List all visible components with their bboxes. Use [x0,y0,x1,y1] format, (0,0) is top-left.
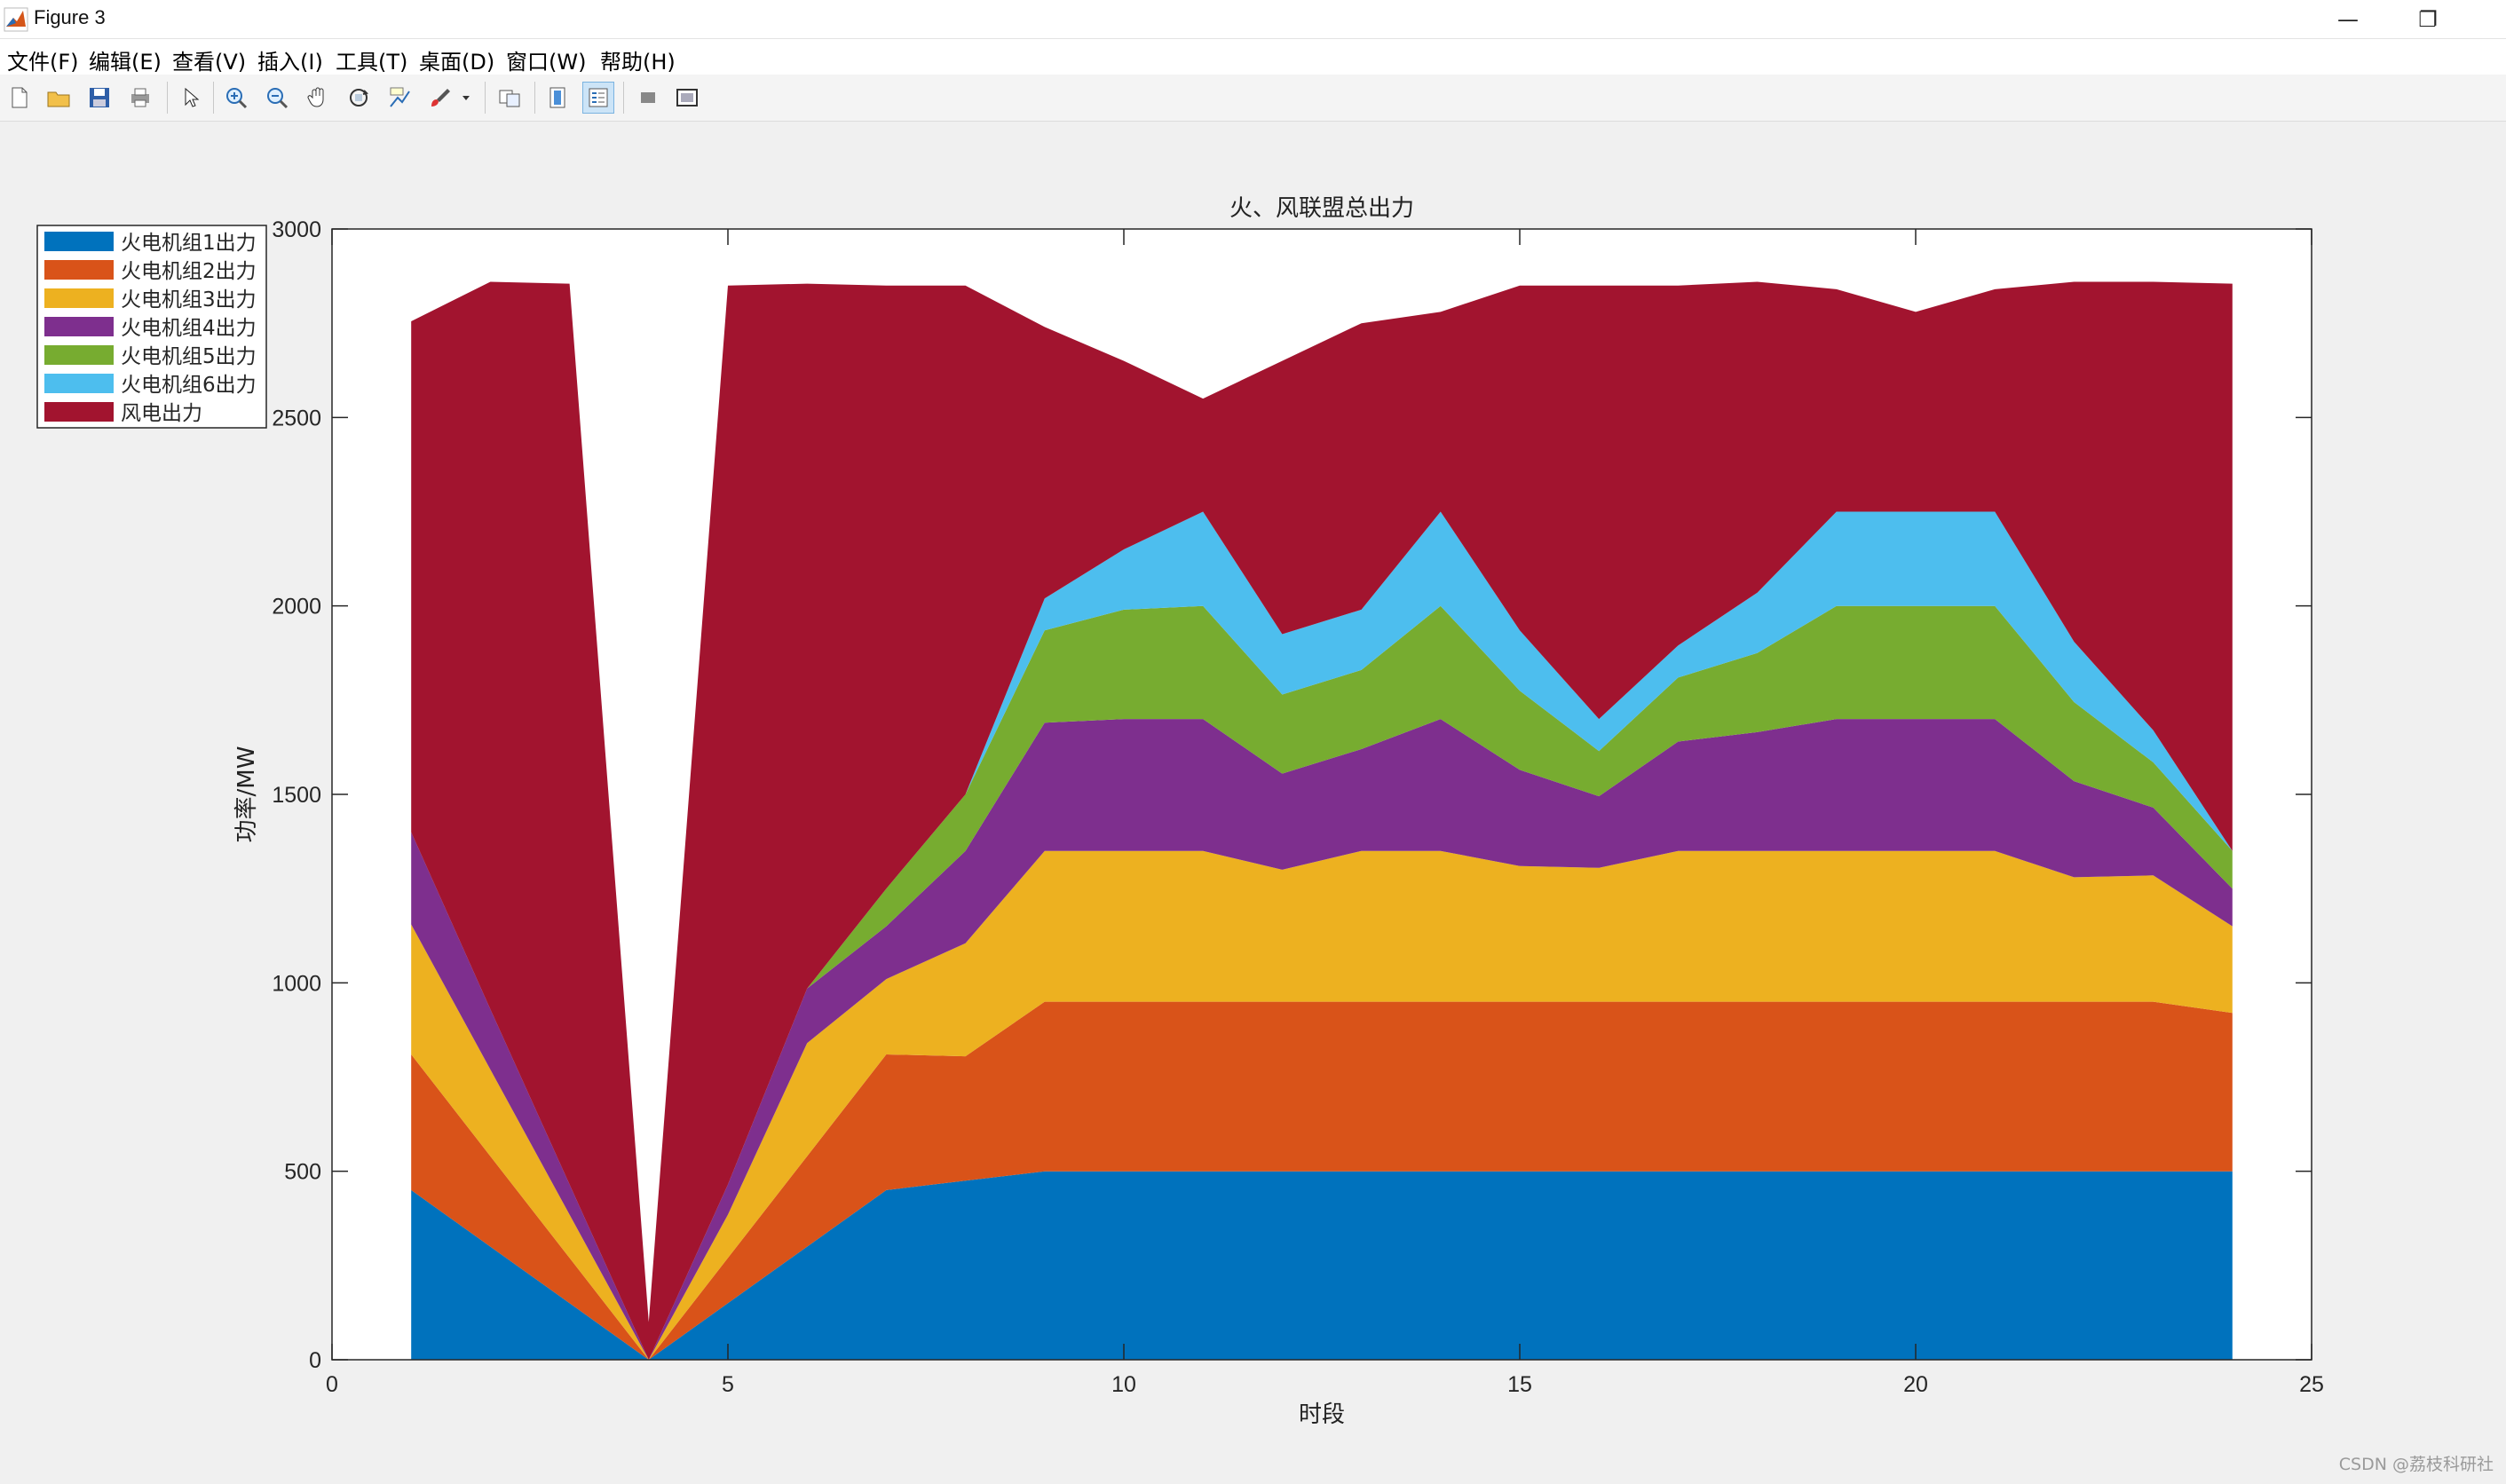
menu-edit[interactable]: 编辑(E) [89,50,162,75]
open-file-button[interactable] [43,82,75,114]
menu-help[interactable]: 帮助(H) [600,50,676,75]
hide-plot-tools-icon [641,92,655,103]
restore-button[interactable]: ❐ [2388,0,2468,38]
y-tick-label: 1000 [272,971,321,996]
rotate-3d-button[interactable] [343,82,375,114]
area-series-3 [411,850,2233,1360]
x-tick-label: 10 [1111,1372,1136,1397]
window-titlebar: Figure 3 — ❐ [0,0,2506,39]
watermark: CSDN @荔枝科研社 [2338,1455,2494,1474]
print-icon [131,88,149,107]
hide-plot-tools-button[interactable] [632,82,664,114]
legend-swatch-5 [44,345,114,365]
data-cursor-icon [390,87,410,107]
figure-toolbar [0,75,2506,122]
new-figure-button[interactable] [4,82,36,114]
show-plot-tools-icon [676,89,698,107]
area-series-1 [411,1171,2233,1360]
legend-swatch-6 [44,374,114,393]
area-layers [411,281,2233,1360]
open-file-icon [47,91,70,107]
brush-dropdown-icon [462,96,470,100]
zoom-out-button[interactable] [261,82,293,114]
y-tick-label: 2000 [272,595,321,620]
area-series-4 [411,719,2233,1360]
new-figure-icon [12,87,28,108]
menu-view[interactable]: 查看(V) [172,50,247,75]
legend-swatch-2 [44,260,114,280]
pointer-icon [185,87,200,107]
colorbar-button[interactable] [542,82,573,114]
show-plot-tools-button[interactable] [671,82,703,114]
legend-label-4: 火电机组4出力 [121,317,257,340]
legend-label-3: 火电机组3出力 [121,288,257,312]
pointer-button[interactable] [174,82,206,114]
legend-label-5: 火电机组5出力 [121,345,257,368]
chart-title: 火、风联盟总出力 [1229,195,1414,222]
zoom-in-icon [226,88,248,109]
area-series-7 [411,281,2233,1360]
y-tick-label: 2500 [272,406,321,430]
x-tick-label: 25 [2299,1372,2324,1397]
area-series-5 [411,605,2233,1360]
minimize-button[interactable]: — [2308,0,2388,38]
legend-label-1: 火电机组1出力 [121,232,257,255]
restore-icon: ❐ [2418,6,2438,32]
y-axis: 0 500 1000 1500 2000 2500 3000 [272,217,2312,1373]
matlab-logo-icon [4,7,28,32]
legend-button[interactable] [582,82,614,114]
legend-label-2: 火电机组2出力 [121,260,257,283]
legend-swatch-4 [44,317,114,336]
legend-swatch-1 [44,232,114,251]
y-axis-label: 功率/MW [233,746,260,843]
window-title: Figure 3 [34,6,106,28]
legend-swatch-3 [44,288,114,308]
link-plot-button[interactable] [494,82,526,114]
save-button[interactable] [83,82,115,114]
y-tick-label: 3000 [272,217,321,242]
pan-button[interactable] [302,82,334,114]
y-tick-label: 1500 [272,783,321,808]
menu-file[interactable]: 文件(F) [7,50,79,75]
brush-icon [431,89,450,107]
rotate-3d-icon [350,89,368,107]
area-series-2 [411,1001,2233,1360]
x-axis: 0 5 10 15 20 25 [326,229,2324,1397]
x-tick-label: 0 [326,1372,338,1397]
brush-dropdown-button[interactable] [458,82,474,114]
x-axis-label: 时段 [1299,1401,1345,1428]
y-tick-label: 0 [309,1348,321,1373]
link-plot-icon [499,90,520,107]
data-cursor-button[interactable] [383,82,415,114]
menu-desktop[interactable]: 桌面(D) [419,50,495,75]
legend-label-7: 风电出力 [121,402,202,425]
y-tick-label: 500 [284,1160,321,1185]
minimize-icon: — [2337,6,2359,32]
figure-canvas: 0 5 10 15 20 25 0 500 1000 1500 2000 2500 3000 火、风联… [36,195,2324,1428]
print-button[interactable] [124,82,156,114]
area-series-6 [411,511,2233,1360]
menu-insert[interactable]: 插入(I) [257,50,323,75]
menu-tools[interactable]: 工具(T) [336,50,408,75]
colorbar-icon [549,87,565,108]
zoom-out-icon [267,88,289,109]
pan-icon [307,87,324,107]
brush-button[interactable] [424,82,456,114]
legend-icon [589,88,608,107]
x-tick-label: 5 [722,1372,734,1397]
zoom-in-button[interactable] [220,82,252,114]
menu-bar: 文件(F) 编辑(E) 查看(V) 插入(I) 工具(T) 桌面(D) 窗口(W… [0,39,2506,75]
legend[interactable]: 火电机组1出力火电机组2出力火电机组3出力火电机组4出力火电机组5出力火电机组6… [36,225,267,429]
legend-label-6: 火电机组6出力 [121,374,257,397]
save-icon [90,88,109,107]
x-tick-label: 15 [1507,1372,1532,1397]
menu-window[interactable]: 窗口(W) [506,50,587,75]
x-tick-label: 20 [1903,1372,1928,1397]
legend-swatch-7 [44,402,114,422]
